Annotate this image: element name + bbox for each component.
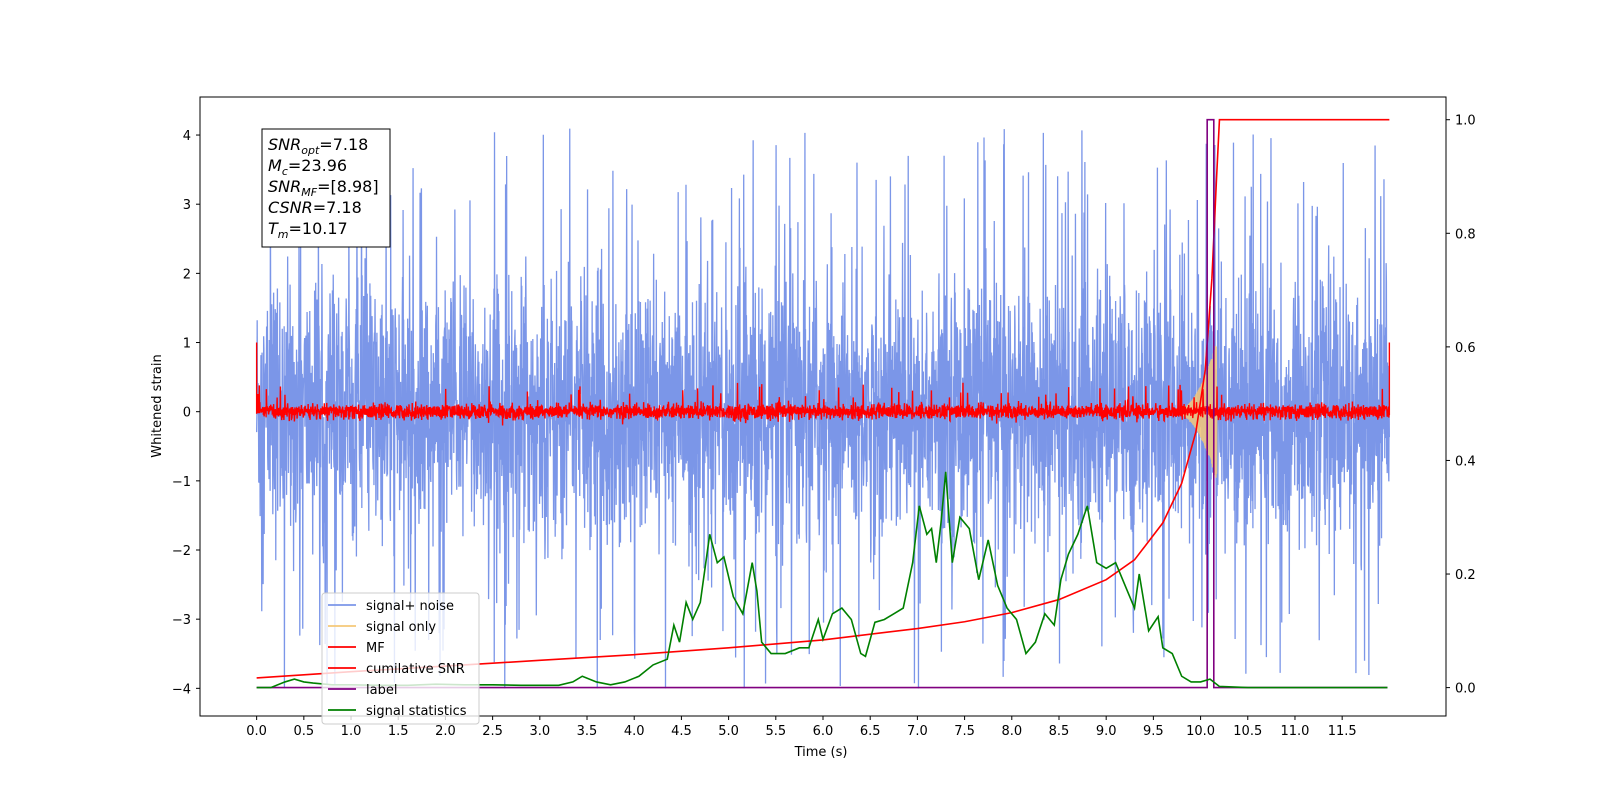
annotation-value: =23.96: [288, 156, 347, 175]
x-tick-label: 2.0: [435, 724, 456, 739]
plot-area: [255, 118, 1391, 689]
y-axis-label: Whitened strain: [150, 354, 165, 457]
annotation-value: =[8.98]: [317, 177, 379, 196]
legend: signal+ noise signal only MF cumilative SNR…: [321, 592, 480, 725]
x-tick-label: 8.0: [1001, 724, 1022, 739]
y-tick-label: 4: [183, 129, 191, 144]
x-tick-label: 9.5: [1143, 724, 1164, 739]
x-tick-label: 7.0: [907, 724, 928, 739]
annotation-subscript: opt: [301, 144, 320, 157]
y-tick-label: −4: [172, 682, 191, 697]
annotation-subscript: m: [278, 228, 289, 241]
x-tick-label: 5.5: [765, 724, 786, 739]
x-tick-label: 0.0: [246, 724, 267, 739]
annotation-line: CSNR=7.18: [268, 198, 362, 217]
legend-entry: signal statistics: [366, 704, 467, 719]
legend-entry: signal only: [366, 620, 436, 635]
x-tick-label: 5.0: [718, 724, 739, 739]
x-tick-label: 0.5: [293, 724, 314, 739]
y2-tick-label: 0.8: [1455, 227, 1476, 242]
annotation-subscript: MF: [301, 186, 317, 199]
annotation-box: SNRopt=7.18Mc=23.96SNRMF=[8.98]CSNR=7.18…: [261, 128, 391, 248]
annotation-value: =10.17: [289, 219, 348, 238]
y-tick-label: 3: [183, 198, 191, 213]
annotation-symbol: SNR: [268, 135, 301, 154]
y-tick-label: −3: [172, 613, 191, 628]
x-tick-label: 3.0: [529, 724, 550, 739]
annotation-subscript: c: [282, 165, 288, 178]
y2-tick-label: 1.0: [1455, 114, 1476, 129]
y-tick-label: 2: [183, 267, 191, 282]
y-tick-label: −2: [172, 544, 191, 559]
x-tick-label: 10.0: [1186, 724, 1215, 739]
annotation-line: Tm=10.17: [268, 219, 348, 241]
axis-ticks: 0.0 0.5 1.0 1.5 2.0 2.5 3.0 3.5 4.0 4.5 5.0 5.5 6.0 6…: [172, 114, 1476, 739]
legend-entry: MF: [366, 641, 385, 656]
annotation-symbol: CSNR: [268, 198, 313, 217]
x-axis-label: Time (s): [794, 745, 848, 760]
x-tick-label: 2.5: [482, 724, 503, 739]
y2-tick-label: 0.4: [1455, 454, 1476, 469]
x-tick-label: 6.5: [860, 724, 881, 739]
x-tick-label: 6.0: [813, 724, 834, 739]
x-tick-label: 3.5: [577, 724, 598, 739]
series-signal-statistics: [256, 471, 1388, 689]
x-tick-label: 9.0: [1096, 724, 1117, 739]
x-tick-label: 4.5: [671, 724, 692, 739]
x-tick-label: 7.5: [954, 724, 975, 739]
y2-tick-label: 0.2: [1455, 568, 1476, 583]
annotation-line: Mc=23.96: [268, 156, 347, 178]
x-tick-label: 8.5: [1049, 724, 1070, 739]
x-tick-label: 11.0: [1280, 724, 1309, 739]
y2-tick-label: 0.6: [1455, 341, 1476, 356]
annotation-line: SNRopt=7.18: [268, 135, 368, 157]
x-tick-label: 1.5: [388, 724, 409, 739]
annotation-line: SNRMF=[8.98]: [268, 177, 379, 199]
y-tick-label: 0: [183, 406, 191, 421]
y-tick-label: −1: [172, 475, 191, 490]
y2-tick-label: 0.0: [1455, 682, 1476, 697]
series-cumulative-snr: [256, 118, 1390, 679]
legend-entry: label: [366, 683, 397, 698]
legend-entry: signal+ noise: [366, 599, 454, 614]
annotation-frame: [261, 128, 391, 248]
legend-entry: cumilative SNR: [366, 662, 465, 677]
annotation-value: =7.18: [319, 135, 368, 154]
x-tick-label: 1.0: [341, 724, 362, 739]
legend-frame: [321, 592, 480, 725]
series-mf: [255, 342, 1391, 426]
annotation-symbol: M: [268, 156, 282, 175]
x-tick-label: 11.5: [1328, 724, 1357, 739]
y-tick-label: 1: [183, 337, 191, 352]
annotation-symbol: T: [268, 219, 279, 238]
annotation-value: =7.18: [313, 198, 362, 217]
annotation-symbol: SNR: [268, 177, 301, 196]
series-signal-noise: [255, 128, 1391, 689]
x-tick-label: 4.0: [624, 724, 645, 739]
x-tick-label: 10.5: [1233, 724, 1262, 739]
